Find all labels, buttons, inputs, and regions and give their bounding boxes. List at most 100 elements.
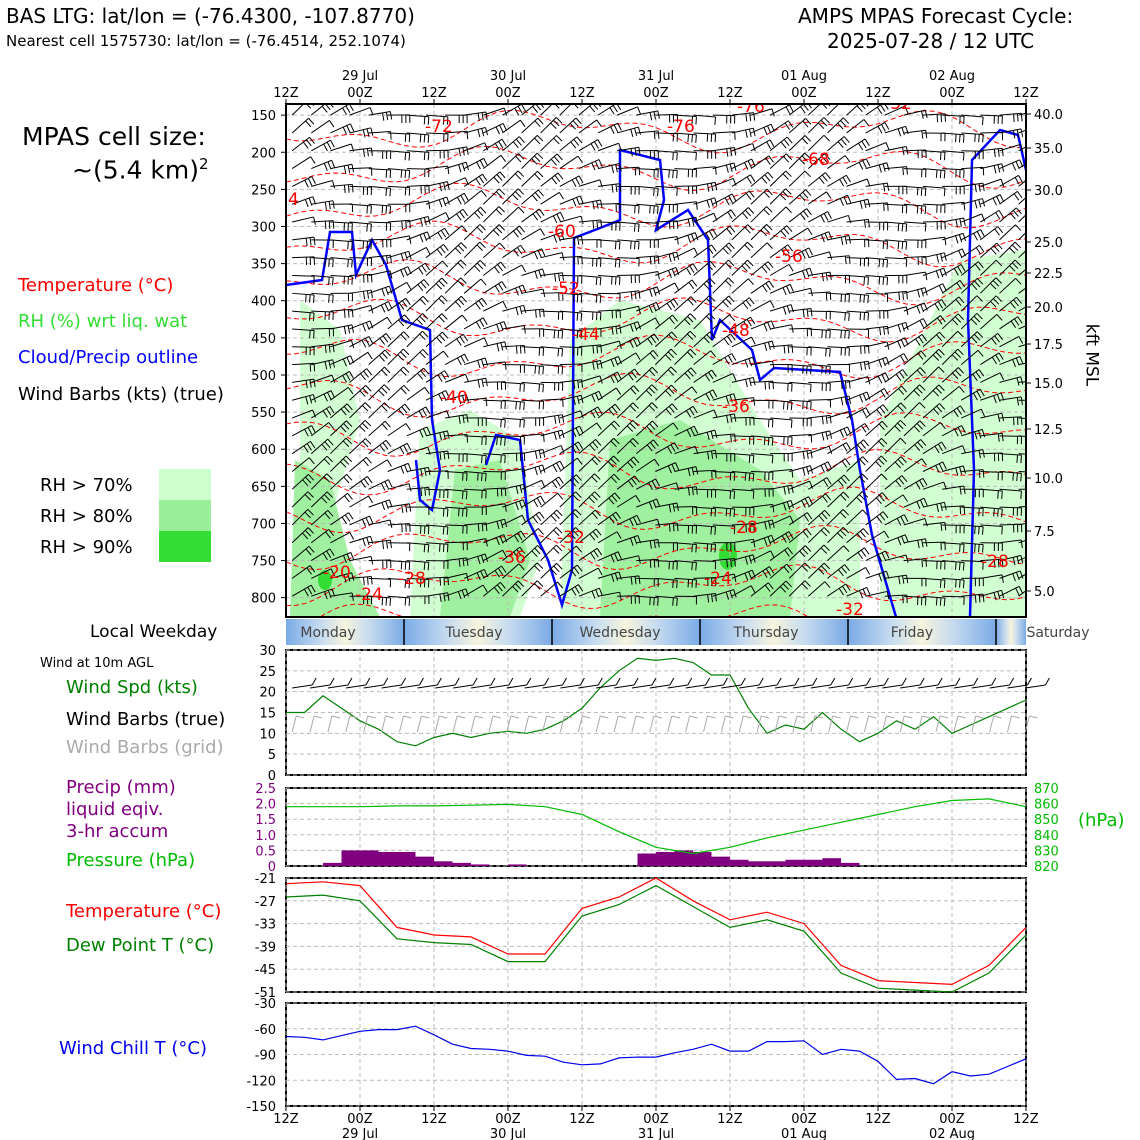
wind-barb-flag [361,339,367,348]
wind-barb-flag [408,170,411,179]
wind-barb [788,189,812,205]
wind-barb-flag [820,565,828,572]
wind-barb [750,435,774,446]
wind-barb-flag [669,300,676,308]
wind-barb-flag [901,223,904,232]
wind-barb-flag [401,220,403,229]
wind-barb [693,350,717,365]
wind-barb [502,546,526,561]
wind-barb-flag [561,414,565,423]
wind-barb [712,542,736,551]
wind-barb-flag [460,277,467,284]
wind-barb [483,503,507,512]
wind-barb-staff [1018,146,1026,152]
wind-barb [502,136,525,152]
wind-barb [1018,417,1026,419]
wind-barb [942,595,965,605]
wind-barb [750,380,774,390]
wind-barb-flag [477,523,480,532]
wind-barb [559,215,584,225]
wind-barb-flag [442,543,445,552]
wind-barb-staff [617,257,640,260]
wind-barb [655,298,679,312]
wind-barb-flag [744,572,749,581]
wind-barb-flag [706,334,713,341]
wind10m-barb-true-flag [311,677,317,686]
wind-barb-flag [608,408,615,416]
wind-barb [731,506,755,516]
wind-barb [655,348,678,365]
wind-barb [941,445,967,455]
wind-barb [827,235,852,246]
wind-barb-flag [787,345,790,354]
wind-barb-flag [708,372,714,380]
wind-barb-flag [401,316,408,324]
wind-barb-flag [523,325,526,334]
weekday-label: Wednesday [579,625,660,641]
wind-barb-flag [902,166,904,175]
wind-barb [368,577,392,588]
wind-barb [559,545,582,561]
wind-barb [750,242,773,259]
wind-barb-flag [783,139,790,147]
wind-barb-flag [878,440,885,448]
wind-barb-flag [935,270,940,279]
height-tick-label: 5.0 [1034,585,1055,600]
wind-barb-flag [496,584,503,592]
wind-barb [827,458,851,472]
wind-barb-flag [960,264,966,272]
wind-barb [540,476,564,490]
wind-barb-flag [941,299,947,307]
wind-barb-flag [788,531,794,539]
wind-barb-flag [502,123,508,131]
wind-barb-flag [366,148,369,157]
wind-barb-flag [767,582,774,590]
wind-barb [464,488,487,499]
wind-barb [425,149,449,159]
wind-barb-flag [438,280,445,287]
wind-barb-flag [691,562,693,571]
wind10m-ytick-label: 25 [259,665,276,680]
wind-barb-flag [670,444,676,452]
wind-barb-flag [748,473,751,482]
wind-barb-staff [349,185,372,188]
wind-barb-flag [557,348,560,357]
wind-barb [712,488,736,500]
wind-barb [789,417,812,427]
wind-barb-staff [1018,112,1026,116]
wind-barb-flag [789,284,794,292]
wind-barb-flag [767,341,771,350]
wind-barb-flag [668,253,672,262]
wind-barb [464,417,487,426]
wind-barb [693,429,718,441]
height-tick-label: 12.5 [1034,423,1063,438]
wind-barb [291,440,316,455]
wind-barb-flag [347,387,354,395]
wind-barb [865,202,889,212]
wind-barb-flag [555,117,563,124]
wind-barb-flag [804,545,812,552]
wind-barb-flag [919,320,925,328]
wind-barb [559,527,582,544]
wind-barb-flag [935,169,938,178]
wind-barb-flag [980,408,986,417]
wind-barb-flag [398,408,405,416]
wind-barb-flag [1011,244,1019,251]
wind-barb [769,188,792,205]
wind-barb-flag [346,357,351,365]
wind-barb [846,491,869,508]
wind-barb-staff [311,568,332,579]
wind-barb-flag [766,141,772,149]
wind-barb-flag [1011,162,1017,171]
wind-barb-flag [404,152,407,161]
wind-barb-flag [829,348,831,357]
wind-barb-staff [712,524,735,527]
wind-barb-flag [886,241,889,250]
wind-barb [540,191,564,205]
wind-barb-flag [820,529,828,537]
wind-barb-flag [535,309,537,318]
wind-barb-flag [905,322,909,331]
wind-barb-flag [351,241,353,250]
wind-barb-flag [592,201,595,210]
wind-barb-flag [806,401,808,410]
